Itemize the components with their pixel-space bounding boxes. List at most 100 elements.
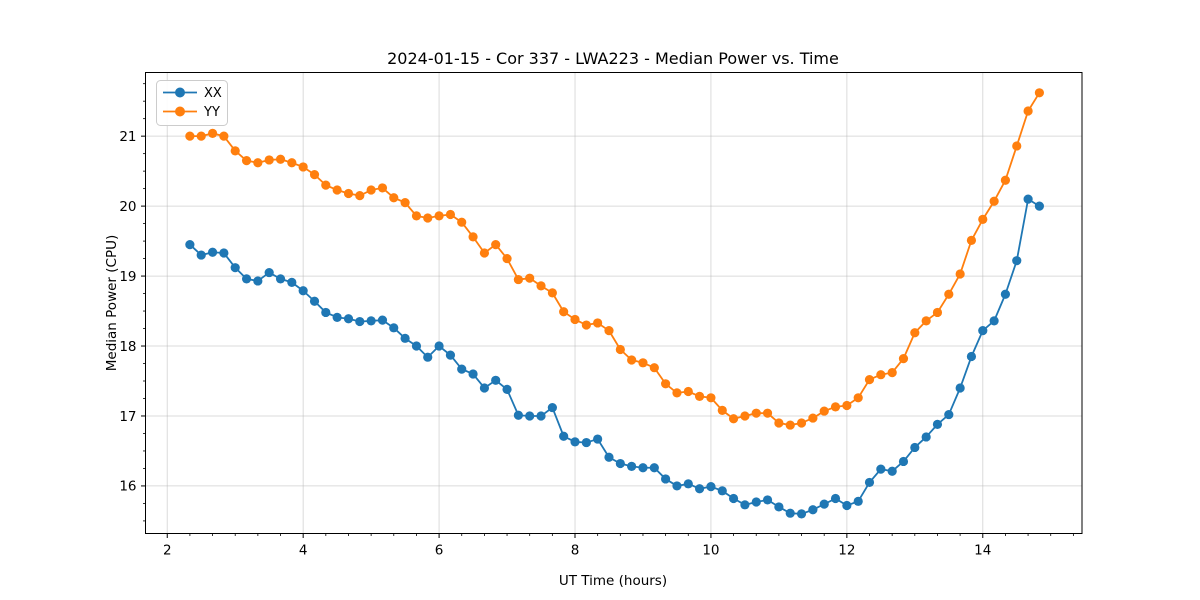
series-yy-point xyxy=(876,370,886,380)
series-xx-point xyxy=(343,314,354,324)
series-yy-point xyxy=(932,307,943,318)
series-xx-point xyxy=(400,333,410,343)
series-xx-point xyxy=(740,500,750,510)
series-yy-point xyxy=(830,402,841,412)
series-yy-point xyxy=(638,358,648,368)
series-yy-point xyxy=(185,131,195,141)
series-yy-point xyxy=(853,393,863,403)
series-yy-point xyxy=(627,355,637,365)
axes-layer: 2 4 6 8 10 12 14 16 17 18 19 20 21 xyxy=(119,72,1083,559)
series-yy-point xyxy=(547,288,557,298)
series-yy-point xyxy=(253,158,263,168)
series-xx-point xyxy=(1012,256,1022,266)
series-xx-point xyxy=(309,296,320,306)
x-tick-label: 10 xyxy=(702,543,719,559)
series-xx-point xyxy=(366,316,376,326)
series-xx-point xyxy=(1023,194,1033,204)
series-xx-point xyxy=(774,502,784,512)
series-xx-point xyxy=(706,482,716,492)
series-xx-point xyxy=(819,499,829,509)
series-xx-point xyxy=(978,326,988,336)
x-axis-label: UT Time (hours) xyxy=(559,573,667,589)
series-yy-point xyxy=(445,209,456,220)
series-xx-point xyxy=(796,509,807,519)
series-yy-point xyxy=(559,307,569,317)
series-xx-point xyxy=(1000,289,1011,299)
series-xx-point xyxy=(627,461,637,471)
series-xx-point xyxy=(411,341,422,351)
series-yy-point xyxy=(581,320,591,330)
series-xx-point xyxy=(513,410,524,420)
series-yy-point xyxy=(196,131,206,141)
y-tick-label: 19 xyxy=(119,269,136,285)
series-yy-point xyxy=(207,128,218,138)
series-yy-point xyxy=(966,235,977,245)
x-tick-label: 8 xyxy=(571,543,580,559)
series-xx-point xyxy=(570,437,580,447)
y-tick-label: 18 xyxy=(119,339,136,355)
legend-entry-xx: XX xyxy=(163,86,222,101)
series-xx-point xyxy=(989,316,999,326)
series-yy-point xyxy=(751,408,761,418)
series-yy-point xyxy=(321,180,331,190)
series-yy-point xyxy=(796,418,807,428)
y-axis-label: Median Power (CPU) xyxy=(104,235,120,371)
series-yy-point xyxy=(944,289,954,299)
series-yy-point xyxy=(774,418,784,428)
series-xx-point xyxy=(219,248,229,258)
series-xx-line xyxy=(188,198,1041,515)
series-xx-point xyxy=(649,463,659,473)
series-yy-point xyxy=(955,269,965,279)
series-yy-point xyxy=(989,196,999,206)
series-yy-point xyxy=(287,158,297,168)
series-yy-point xyxy=(672,388,682,398)
series-yy-point xyxy=(377,183,388,193)
series-xx-point xyxy=(932,419,943,429)
series-xx-point xyxy=(830,493,841,504)
x-tick-label: 14 xyxy=(974,543,991,559)
y-tick-label: 21 xyxy=(119,129,136,145)
series-xx-point xyxy=(502,384,512,394)
series-xx-point xyxy=(264,267,274,278)
legend-label-xx: XX xyxy=(204,86,222,101)
series-xx-point xyxy=(445,350,456,360)
series-yy-point xyxy=(275,154,286,164)
series-xx-point xyxy=(615,458,625,469)
series-xx-point xyxy=(241,274,252,284)
series-yy-point xyxy=(525,273,535,283)
series-xx-point xyxy=(457,364,467,374)
series-xx-point xyxy=(808,505,818,515)
series-yy-point xyxy=(740,411,750,421)
series-xx-point xyxy=(1034,201,1044,211)
series-xx-point xyxy=(525,411,535,421)
series-yy-point xyxy=(910,328,920,338)
series-yy-point xyxy=(400,198,410,208)
series-xx-point xyxy=(683,479,693,489)
legend: XX YY xyxy=(156,80,228,126)
series-xx-point xyxy=(876,464,886,474)
series-layer xyxy=(185,88,1044,519)
series-yy-point xyxy=(264,155,274,165)
series-yy-point xyxy=(366,185,376,195)
series-xx-point xyxy=(207,247,218,257)
series-yy-point xyxy=(434,211,444,221)
series-xx-point xyxy=(377,315,388,325)
series-yy-point xyxy=(230,146,240,156)
series-xx-point xyxy=(887,466,897,476)
series-xx-point xyxy=(196,250,206,260)
series-yy-point xyxy=(570,314,580,325)
series-yy-point xyxy=(717,405,727,415)
series-xx-point xyxy=(536,411,546,421)
series-yy-point xyxy=(411,211,422,221)
series-yy-point xyxy=(479,248,490,258)
series-xx-point xyxy=(921,432,931,442)
series-yy-point xyxy=(762,408,773,418)
series-yy-point xyxy=(536,281,546,291)
series-yy-point xyxy=(457,217,467,227)
series-xx-point xyxy=(672,481,682,491)
series-xx-point xyxy=(853,496,863,506)
series-yy-point xyxy=(219,131,229,141)
series-xx-point xyxy=(434,341,444,351)
series-xx-point xyxy=(275,274,286,284)
y-tick-label: 16 xyxy=(119,479,136,495)
